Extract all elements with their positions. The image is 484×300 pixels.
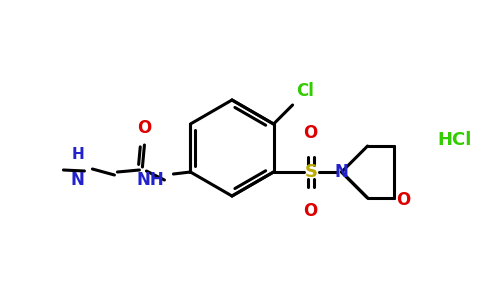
Text: N: N [71, 171, 84, 189]
Text: O: O [396, 191, 411, 209]
Text: O: O [137, 119, 151, 137]
Text: HCl: HCl [438, 131, 472, 149]
Text: O: O [303, 202, 318, 220]
Text: S: S [305, 163, 318, 181]
Text: N: N [334, 163, 348, 181]
Text: Cl: Cl [297, 82, 315, 100]
Text: O: O [303, 124, 318, 142]
Text: NH: NH [136, 171, 165, 189]
Text: H: H [72, 147, 84, 162]
